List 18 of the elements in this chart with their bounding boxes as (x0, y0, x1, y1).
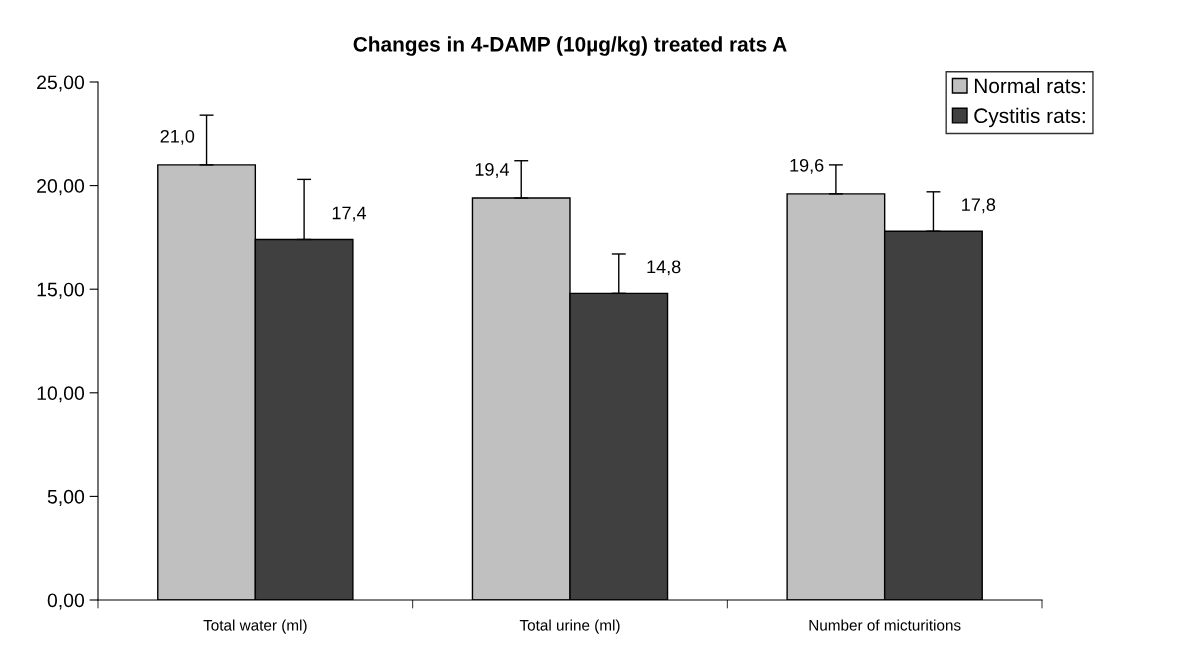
x-tick-label: Total urine (ml) (519, 619, 620, 634)
data-label: 21,0 (160, 129, 195, 145)
x-tick-label: Number of micturitions (809, 619, 961, 631)
chart-title: Changes in 4-DAMP (10µg/kg) treated rats A (353, 36, 787, 56)
y-tick-label: 20,00 (37, 179, 85, 196)
data-label: 19,4 (475, 163, 509, 178)
data-label: 19,6 (790, 158, 824, 174)
data-label: 17,4 (332, 206, 367, 222)
data-label: 14,8 (647, 260, 681, 276)
legend-label: Cystitis rats: (974, 107, 1085, 128)
y-tick-label: 0,00 (47, 593, 85, 610)
legend-label: Normal rats: (974, 77, 1085, 94)
y-tick-label: 10,00 (37, 386, 85, 403)
y-tick-label: 15,00 (37, 282, 85, 299)
data-label: 17,8 (962, 198, 996, 214)
y-tick-label: 25,00 (37, 75, 85, 92)
y-tick-label: 5,00 (47, 489, 85, 506)
x-tick-label: Total water (ml) (203, 619, 307, 634)
